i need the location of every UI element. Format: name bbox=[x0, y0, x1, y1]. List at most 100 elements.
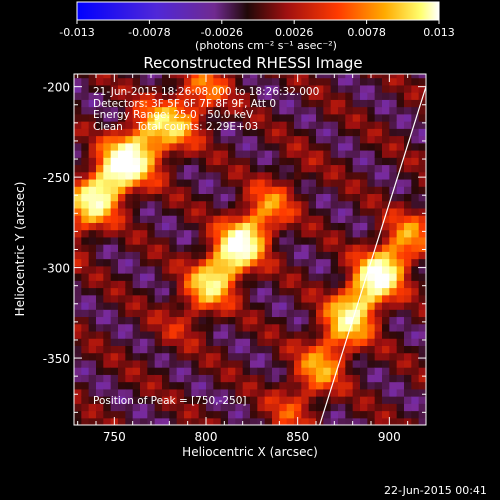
heatmap-cell bbox=[404, 200, 412, 209]
heatmap-cell bbox=[389, 193, 398, 202]
heatmap-cell bbox=[140, 338, 148, 346]
heatmap-cell bbox=[272, 345, 280, 354]
heatmap-cell bbox=[74, 186, 82, 195]
heatmap-cell bbox=[411, 215, 420, 223]
heatmap-cell bbox=[279, 113, 288, 122]
heatmap-cell bbox=[250, 396, 258, 404]
heatmap-cell bbox=[191, 338, 200, 346]
heatmap-cell bbox=[418, 301, 426, 310]
heatmap-cell bbox=[96, 74, 104, 79]
heatmap-cell bbox=[389, 84, 398, 93]
heatmap-cell bbox=[74, 77, 82, 86]
heatmap-cell bbox=[169, 135, 178, 144]
heatmap-cell bbox=[323, 381, 332, 390]
heatmap-cell bbox=[228, 222, 236, 231]
heatmap-cell bbox=[154, 367, 163, 375]
heatmap-cell bbox=[272, 142, 280, 151]
heatmap-cell bbox=[184, 135, 192, 144]
heatmap-cell bbox=[389, 323, 398, 332]
heatmap-cell bbox=[389, 345, 398, 354]
heatmap-cell bbox=[338, 251, 346, 260]
heatmap-cell bbox=[264, 186, 273, 195]
heatmap-cell bbox=[213, 121, 222, 129]
heatmap-cell bbox=[286, 229, 295, 238]
heatmap-cell bbox=[316, 374, 324, 383]
heatmap-cell bbox=[118, 193, 126, 202]
heatmap-cell bbox=[374, 113, 383, 122]
heatmap-cell bbox=[118, 135, 126, 144]
heatmap-cell bbox=[301, 207, 310, 216]
heatmap-cell bbox=[176, 258, 185, 267]
heatmap-cell bbox=[110, 157, 119, 166]
heatmap-cell bbox=[191, 229, 200, 238]
heatmap-cell bbox=[264, 352, 273, 361]
heatmap-cell bbox=[132, 77, 141, 86]
heatmap-cell bbox=[81, 280, 90, 289]
heatmap-cell bbox=[176, 244, 185, 252]
heatmap-cell bbox=[272, 301, 280, 310]
heatmap-cell bbox=[264, 258, 273, 267]
heatmap-cell bbox=[323, 207, 332, 216]
heatmap-cell bbox=[103, 186, 112, 195]
heatmap-cell bbox=[206, 388, 214, 397]
heatmap-cell bbox=[279, 229, 288, 238]
heatmap-cell bbox=[191, 149, 200, 158]
heatmap-cell bbox=[294, 338, 302, 346]
heatmap-cell bbox=[81, 99, 90, 108]
heatmap-cell bbox=[81, 403, 90, 412]
heatmap-cell bbox=[235, 403, 244, 412]
heatmap-cell bbox=[279, 345, 288, 354]
heatmap-cell bbox=[389, 106, 398, 115]
heatmap-cell bbox=[411, 345, 420, 354]
heatmap-cell bbox=[257, 244, 266, 252]
heatmap-cell bbox=[213, 294, 222, 303]
heatmap-cell bbox=[367, 99, 376, 108]
heatmap-cell bbox=[147, 236, 156, 245]
heatmap-cell bbox=[352, 99, 361, 108]
heatmap-cell bbox=[308, 74, 317, 79]
x-tick-label: 850 bbox=[286, 430, 309, 444]
heatmap-cell bbox=[147, 200, 156, 209]
heatmap-cell bbox=[345, 215, 354, 223]
heatmap-cell bbox=[191, 244, 200, 252]
heatmap-cell bbox=[242, 236, 251, 245]
heatmap-cell bbox=[96, 113, 104, 122]
heatmap-cell bbox=[338, 186, 346, 195]
heatmap-cell bbox=[132, 229, 141, 238]
heatmap-cell bbox=[206, 135, 214, 144]
heatmap-cell bbox=[140, 330, 148, 339]
heatmap-cell bbox=[213, 251, 222, 260]
heatmap-cell bbox=[213, 338, 222, 346]
heatmap-cell bbox=[396, 121, 405, 129]
heatmap-cell bbox=[250, 149, 258, 158]
heatmap-cell bbox=[118, 338, 126, 346]
heatmap-cell bbox=[367, 121, 376, 129]
heatmap-cell bbox=[272, 251, 280, 260]
heatmap-cell bbox=[389, 359, 398, 368]
heatmap-cell bbox=[220, 121, 229, 129]
heatmap-cell bbox=[213, 403, 222, 412]
heatmap-cell bbox=[169, 330, 178, 339]
heatmap-cell bbox=[367, 164, 376, 173]
heatmap-cell bbox=[404, 273, 412, 281]
heatmap-cell bbox=[228, 149, 236, 158]
heatmap-cell bbox=[330, 178, 339, 187]
heatmap-cell bbox=[345, 128, 354, 137]
heatmap-cell bbox=[404, 381, 412, 390]
heatmap-cell bbox=[396, 207, 405, 216]
heatmap-cell bbox=[198, 359, 207, 368]
heatmap-cell bbox=[294, 215, 302, 223]
heatmap-cell bbox=[81, 215, 90, 223]
heatmap-cell bbox=[352, 121, 361, 129]
heatmap-cell bbox=[96, 171, 104, 180]
heatmap-cell bbox=[132, 345, 141, 354]
heatmap-cell bbox=[125, 309, 134, 318]
heatmap-cell bbox=[330, 157, 339, 166]
heatmap-cell bbox=[242, 251, 251, 260]
heatmap-cell bbox=[418, 84, 426, 93]
heatmap-cell bbox=[374, 280, 383, 289]
heatmap-cell bbox=[125, 215, 134, 223]
heatmap-cell bbox=[418, 74, 426, 79]
heatmap-cell bbox=[418, 186, 426, 195]
heatmap-cell bbox=[88, 186, 97, 195]
